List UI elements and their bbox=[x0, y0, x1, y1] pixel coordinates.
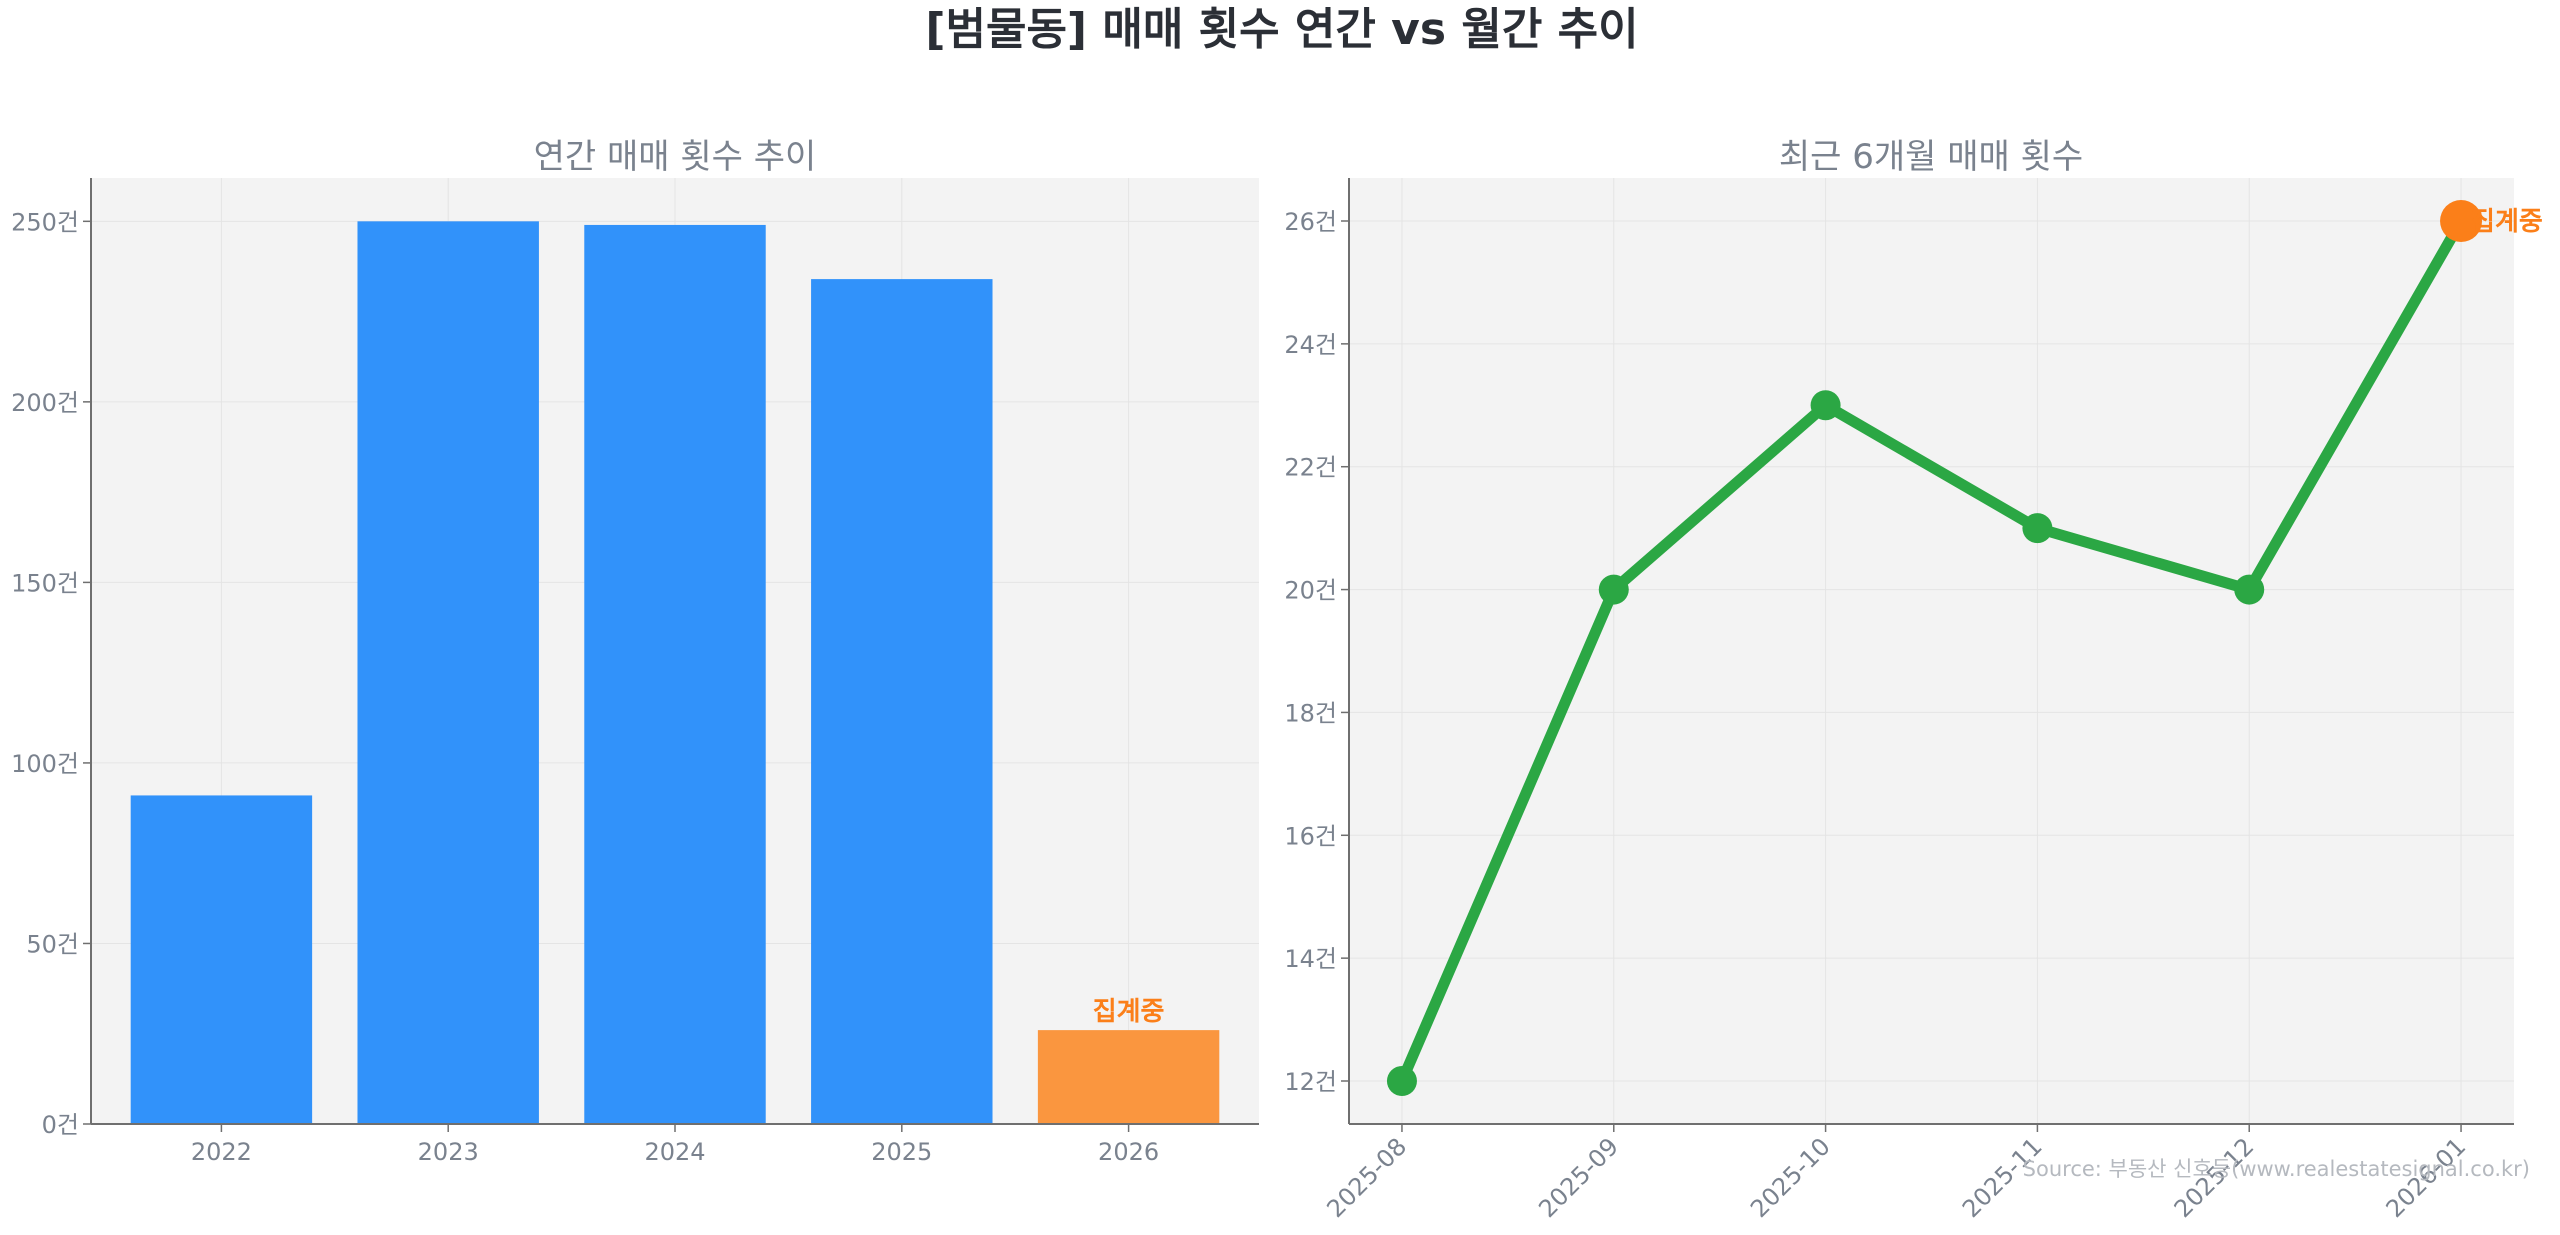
x-tick-label: 2025-10 bbox=[1745, 1132, 1836, 1223]
point-2025-10 bbox=[1810, 390, 1841, 421]
x-tick-label: 2026 bbox=[1098, 1138, 1159, 1166]
x-tick-label: 2025-09 bbox=[1533, 1132, 1624, 1223]
point-2026-01 bbox=[2440, 200, 2483, 242]
y-tick-label: 14건 bbox=[1284, 945, 1337, 973]
y-tick-label: 12건 bbox=[1284, 1068, 1337, 1096]
y-tick-label: 22건 bbox=[1284, 454, 1337, 482]
point-2025-08 bbox=[1386, 1066, 1417, 1096]
x-tick-label: 2025-08 bbox=[1321, 1132, 1412, 1223]
x-tick-label: 2024 bbox=[644, 1138, 705, 1166]
bar-2022 bbox=[130, 795, 313, 1124]
annual-bar-chart: 연간 매매 횟수 추이 집계중 0건 50건 100건 150건 200건 250건 202… bbox=[11, 137, 1259, 1166]
bar-2023 bbox=[357, 221, 539, 1124]
annual-chart-title: 연간 매매 횟수 추이 bbox=[534, 137, 817, 177]
point-2025-11 bbox=[2022, 513, 2053, 544]
bar-2024 bbox=[584, 224, 766, 1124]
monthly-line-chart: 최근 6개월 매매 횟수 집계중 12건 14건 16건 18건 20건 22건 24건 26… bbox=[1284, 137, 2542, 1223]
y-tick-label: 24건 bbox=[1284, 331, 1337, 359]
monthly-plot-area bbox=[1349, 178, 2514, 1124]
y-tick-label: 150건 bbox=[11, 569, 79, 597]
y-tick-label: 50건 bbox=[26, 930, 79, 958]
series-line bbox=[1396, 215, 2467, 1087]
bar-2026 bbox=[1037, 1030, 1220, 1124]
point-2025-09 bbox=[1598, 574, 1629, 605]
y-tick-label: 200건 bbox=[11, 389, 79, 417]
y-tick-label: 26건 bbox=[1284, 208, 1337, 236]
chart-title: [범물동] 매매 횟수 연간 vs 월간 추이 bbox=[925, 4, 1638, 55]
x-tick-label: 2023 bbox=[418, 1138, 479, 1166]
in-progress-note: 집계중 bbox=[2471, 207, 2543, 237]
annual-axes: 0건 50건 100건 150건 200건 250건 2022 2023 2024 2025 202… bbox=[11, 178, 1259, 1166]
x-tick-label: 2025 bbox=[871, 1138, 932, 1166]
point-2025-12 bbox=[2234, 574, 2265, 605]
monthly-chart-title: 최근 6개월 매매 횟수 bbox=[1779, 137, 2083, 177]
y-tick-label: 250건 bbox=[11, 208, 79, 236]
y-tick-label: 0건 bbox=[42, 1111, 79, 1139]
bar-2025 bbox=[811, 279, 993, 1124]
y-tick-label: 18건 bbox=[1284, 699, 1337, 727]
y-tick-label: 20건 bbox=[1284, 577, 1337, 605]
annual-bars: 집계중 bbox=[130, 221, 1220, 1124]
monthly-line: 집계중 bbox=[1386, 200, 2543, 1096]
source-note: Source: 부동산 신호등(www.realestatesignal.co.… bbox=[2023, 1157, 2530, 1181]
y-tick-label: 16건 bbox=[1284, 822, 1337, 850]
in-progress-note: 집계중 bbox=[1093, 997, 1165, 1027]
y-tick-label: 100건 bbox=[11, 750, 79, 778]
x-tick-label: 2022 bbox=[191, 1138, 252, 1166]
